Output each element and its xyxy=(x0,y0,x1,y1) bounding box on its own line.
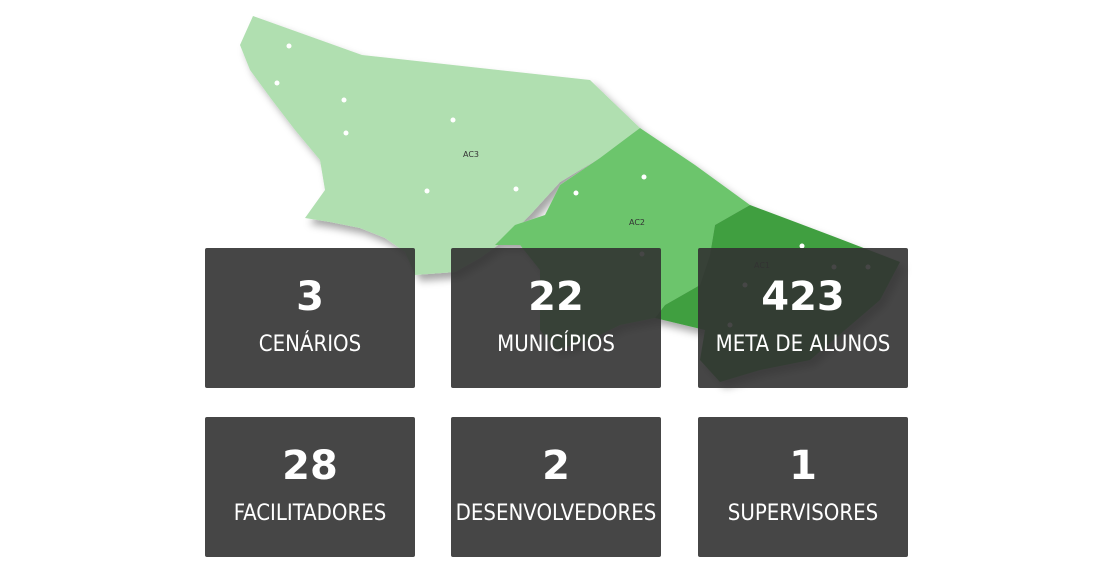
stat-label: DESENVOLVEDORES xyxy=(455,501,657,526)
stat-value: 28 xyxy=(282,443,338,489)
stat-label: CENÁRIOS xyxy=(258,332,362,357)
region-label: AC3 xyxy=(463,150,479,159)
stat-card: 28 FACILITADORES xyxy=(205,417,415,557)
stat-label: META DE ALUNOS xyxy=(715,332,891,357)
stat-label: FACILITADORES xyxy=(233,501,387,526)
stat-value: 3 xyxy=(296,274,324,320)
stat-card: 3 CENÁRIOS xyxy=(205,248,415,388)
region-label: AC2 xyxy=(629,218,645,227)
stat-value: 22 xyxy=(528,274,584,320)
region-ac3 xyxy=(240,16,640,275)
stat-value: 423 xyxy=(761,274,845,320)
stat-label: SUPERVISORES xyxy=(727,501,879,526)
stat-card: 423 META DE ALUNOS xyxy=(698,248,908,388)
stat-card: 22 MUNICÍPIOS xyxy=(451,248,661,388)
stat-value: 1 xyxy=(789,443,817,489)
stat-card: 2 DESENVOLVEDORES xyxy=(451,417,661,557)
stat-value: 2 xyxy=(542,443,570,489)
stat-label: MUNICÍPIOS xyxy=(497,332,615,357)
stat-card: 1 SUPERVISORES xyxy=(698,417,908,557)
